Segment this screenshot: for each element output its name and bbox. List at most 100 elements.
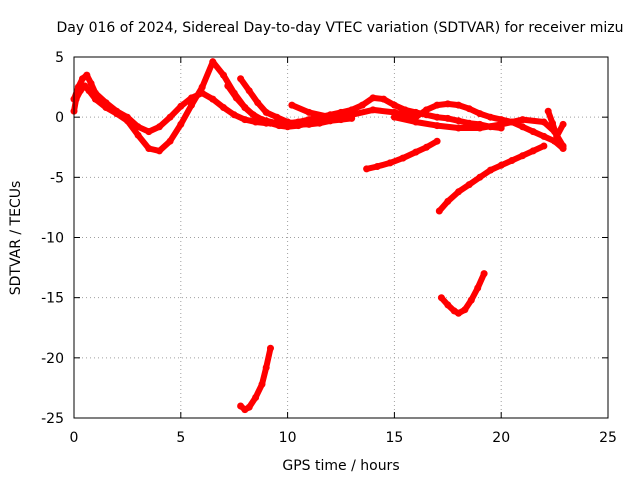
data-point	[166, 113, 174, 121]
data-point	[249, 111, 257, 119]
series-track-5	[224, 82, 334, 131]
data-point	[83, 71, 91, 79]
data-point	[465, 119, 473, 127]
series-track-10	[435, 142, 548, 215]
data-point	[399, 154, 407, 162]
data-point	[230, 111, 238, 119]
x-axis-ticks: 0 5 10 15 20 25	[70, 57, 617, 446]
data-point	[519, 123, 527, 131]
data-point	[188, 101, 195, 109]
data-point	[422, 106, 430, 114]
data-point	[508, 157, 516, 164]
x-tick-label: 15	[385, 430, 403, 446]
data-point	[386, 159, 394, 167]
data-point	[358, 101, 366, 109]
data-point	[177, 120, 185, 128]
data-point	[232, 94, 240, 102]
data-point	[412, 118, 420, 126]
series-track-2	[70, 58, 217, 155]
data-point	[559, 142, 567, 150]
data-point	[422, 143, 430, 151]
x-tick-label: 20	[492, 430, 510, 446]
data-point	[209, 58, 217, 66]
data-point	[262, 364, 270, 371]
data-point	[254, 99, 262, 107]
data-point	[87, 80, 95, 87]
data-point	[390, 108, 398, 116]
data-point	[544, 107, 552, 115]
y-tick-label: -25	[41, 411, 64, 427]
data-point	[549, 119, 556, 127]
data-point	[76, 87, 84, 95]
data-point	[166, 137, 174, 145]
data-point	[85, 87, 93, 95]
data-point	[245, 87, 253, 95]
data-point	[369, 106, 377, 114]
data-point	[220, 104, 227, 111]
data-point	[209, 95, 217, 103]
x-tick-label: 10	[279, 430, 297, 446]
data-point	[433, 101, 441, 109]
data-point	[267, 344, 274, 352]
data-point	[455, 101, 462, 109]
y-tick-label: -5	[50, 170, 64, 186]
data-point	[145, 145, 153, 152]
data-point	[465, 105, 473, 113]
y-axis-ticks: 5 0 -5 -10 -15 -20 -25	[41, 50, 608, 427]
data-point	[519, 152, 527, 160]
data-point	[155, 123, 163, 131]
chart-title: Day 016 of 2024, Sidereal Day-to-day VTE…	[57, 20, 624, 36]
data-point	[113, 110, 121, 118]
data-point	[348, 111, 356, 119]
data-point	[326, 113, 334, 121]
data-point	[237, 75, 245, 83]
data-point	[444, 100, 452, 108]
data-point	[305, 108, 313, 116]
data-point	[258, 380, 266, 388]
data-point	[455, 124, 462, 132]
data-point	[123, 117, 131, 125]
series-track-12	[237, 344, 274, 414]
series-track-8	[544, 107, 567, 140]
data-point	[467, 296, 475, 304]
data-point	[102, 104, 110, 111]
series-line	[545, 108, 567, 140]
y-axis-label: SDTVAR / TECUs	[8, 181, 24, 296]
data-point	[540, 118, 548, 126]
data-point	[145, 128, 153, 136]
data-point	[284, 123, 292, 131]
data-point	[241, 116, 249, 124]
data-point	[91, 95, 99, 103]
y-tick-label: -20	[41, 351, 64, 367]
data-point	[497, 161, 505, 169]
data-point	[529, 128, 537, 136]
data-point	[444, 114, 452, 122]
y-tick-label: 5	[55, 50, 64, 66]
x-tick-label: 25	[599, 430, 617, 446]
y-tick-label: -15	[41, 291, 64, 307]
data-point	[540, 132, 548, 140]
data-point	[305, 119, 313, 127]
data-point	[455, 117, 462, 125]
x-tick-label: 0	[70, 430, 79, 446]
data-point	[245, 403, 253, 411]
data-point	[465, 181, 473, 189]
data-point	[480, 270, 488, 278]
data-point	[262, 108, 270, 116]
data-point	[273, 113, 281, 121]
x-axis-label: GPS time / hours	[282, 458, 399, 474]
data-point	[455, 309, 462, 317]
data-point	[412, 148, 420, 156]
series-line	[436, 143, 547, 214]
data-point	[497, 120, 505, 128]
data-point	[433, 137, 441, 145]
data-point	[380, 95, 388, 103]
y-tick-label: -10	[41, 231, 64, 247]
data-point	[461, 306, 469, 314]
data-point	[294, 122, 302, 130]
data-point	[275, 122, 283, 130]
data-point	[267, 119, 274, 127]
data-point	[435, 207, 443, 215]
data-point	[476, 110, 484, 118]
